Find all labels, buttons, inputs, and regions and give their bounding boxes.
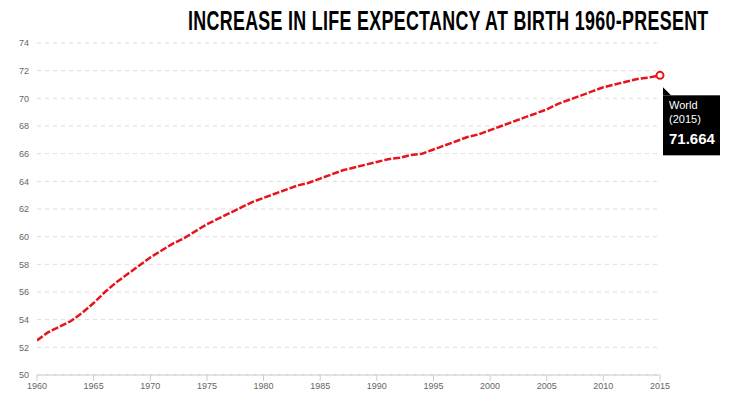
svg-text:70: 70 — [19, 94, 29, 104]
svg-text:1975: 1975 — [197, 381, 217, 391]
svg-text:71.664: 71.664 — [669, 130, 716, 147]
svg-text:68: 68 — [19, 121, 29, 131]
svg-text:1985: 1985 — [310, 381, 330, 391]
svg-text:1990: 1990 — [367, 381, 387, 391]
svg-text:64: 64 — [19, 177, 29, 187]
svg-text:1965: 1965 — [84, 381, 104, 391]
svg-text:1970: 1970 — [140, 381, 160, 391]
svg-text:2000: 2000 — [480, 381, 500, 391]
svg-text:52: 52 — [19, 343, 29, 353]
svg-text:58: 58 — [19, 260, 29, 270]
svg-text:56: 56 — [19, 287, 29, 297]
svg-text:50: 50 — [19, 370, 29, 380]
svg-text:72: 72 — [19, 66, 29, 76]
html-text:INCREASE IN LIFE EXPECTANCY AT: INCREASE IN LIFE EXPECTANCY AT BIRTH 196… — [188, 6, 709, 36]
svg-text:54: 54 — [19, 315, 29, 325]
svg-text:(2015): (2015) — [669, 113, 701, 125]
svg-text:60: 60 — [19, 232, 29, 242]
svg-text:2015: 2015 — [650, 381, 670, 391]
svg-text:62: 62 — [19, 204, 29, 214]
svg-text:2005: 2005 — [537, 381, 557, 391]
svg-text:74: 74 — [19, 38, 29, 48]
svg-text:1960: 1960 — [27, 381, 47, 391]
svg-text:2010: 2010 — [593, 381, 613, 391]
svg-text:1995: 1995 — [423, 381, 443, 391]
svg-text:1980: 1980 — [254, 381, 274, 391]
svg-text:66: 66 — [19, 149, 29, 159]
svg-text:World: World — [669, 99, 698, 111]
